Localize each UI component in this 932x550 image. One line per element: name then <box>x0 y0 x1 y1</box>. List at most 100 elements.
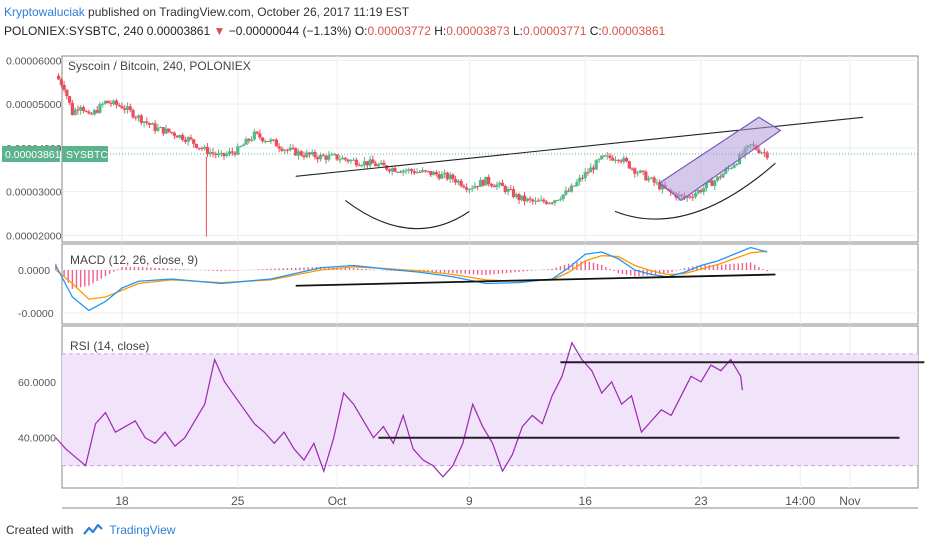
low-value: 0.00003771 <box>523 24 587 38</box>
candle-body <box>707 180 711 183</box>
candle-body <box>117 104 121 106</box>
candle-body <box>145 121 149 124</box>
candle-body <box>277 146 281 149</box>
candle-body <box>247 138 251 141</box>
candle-body <box>238 146 243 148</box>
rsi-y-tick: 60.0000 <box>18 377 56 389</box>
candle-body <box>608 155 612 158</box>
candle-body <box>68 96 72 103</box>
price-y-tick: 0.00003000 <box>6 187 62 199</box>
low-label: L: <box>513 24 524 38</box>
candle-body <box>495 184 499 188</box>
candle-body <box>227 151 232 155</box>
candle-body <box>269 139 273 142</box>
candle-body <box>95 110 99 113</box>
candle-body <box>73 109 77 115</box>
candle-body <box>517 194 521 201</box>
candle-body <box>489 183 494 186</box>
candle-body <box>65 89 69 97</box>
candle-body <box>484 176 488 186</box>
candle-body <box>263 141 267 143</box>
candle-body <box>580 177 585 179</box>
candle-body <box>591 167 596 170</box>
candle-body <box>696 189 700 194</box>
x-tick-label: 23 <box>694 494 708 508</box>
publish-info: published on TradingView.com, October 26… <box>88 5 410 19</box>
candle-body <box>280 148 284 151</box>
candle-body <box>602 155 607 157</box>
candle-body <box>509 188 513 190</box>
candle-body <box>285 149 290 151</box>
candle-body <box>415 171 419 174</box>
candle-body <box>357 165 361 167</box>
candle-body <box>564 190 568 195</box>
tradingview-logo-icon <box>83 523 104 535</box>
candle-body <box>363 161 367 166</box>
candle-body <box>429 171 433 176</box>
candle-body <box>136 115 141 118</box>
candle-body <box>192 139 196 144</box>
x-tick-label: 9 <box>466 494 473 508</box>
candle-body <box>194 143 199 148</box>
candle-body <box>175 135 179 138</box>
author-link[interactable]: Kryptowaluciak <box>4 5 85 19</box>
rsi-pane-title: RSI (14, close) <box>70 339 149 353</box>
candle-body <box>578 177 582 182</box>
candle-body <box>125 106 130 110</box>
candle-body <box>630 168 634 170</box>
tradingview-brand[interactable]: TradingView <box>109 523 176 537</box>
open-label: O: <box>354 24 368 38</box>
candle-body <box>387 169 392 172</box>
candle-body <box>349 159 353 162</box>
candle-body <box>167 128 171 132</box>
price-y-tick: 0.00005000 <box>6 99 62 111</box>
candle-body <box>374 163 378 167</box>
candle-body <box>500 182 505 187</box>
candle-body <box>467 189 471 191</box>
candle-body <box>291 147 295 149</box>
candle-body <box>181 134 185 140</box>
candle-body <box>409 169 414 172</box>
candle-body <box>241 144 245 147</box>
candle-body <box>296 151 301 156</box>
candle-body <box>644 171 648 181</box>
candle-body <box>352 159 356 161</box>
candle-body <box>338 159 342 161</box>
candle-body <box>704 182 709 188</box>
candle-body <box>713 180 717 186</box>
candle-body <box>197 147 201 149</box>
candle-body <box>249 139 254 141</box>
candle-body <box>283 149 287 151</box>
candle-body <box>203 146 207 149</box>
candle-body <box>569 185 574 192</box>
candle-body <box>572 185 576 187</box>
candle-body <box>302 155 306 158</box>
x-tick-label: 14:00 <box>785 494 815 508</box>
candle-body <box>335 154 339 160</box>
candle-body <box>732 165 736 168</box>
candle-body <box>426 170 430 172</box>
candle-body <box>189 137 193 140</box>
price-pane <box>61 55 919 243</box>
candle-body <box>735 163 739 166</box>
x-tick-label: 18 <box>115 494 129 508</box>
macd-y-tick: -0.0000 <box>18 308 54 320</box>
candle-body <box>407 169 411 171</box>
candle-body <box>558 199 562 201</box>
price-channel <box>658 116 782 202</box>
candle-body <box>611 157 615 161</box>
candle-body <box>520 195 524 201</box>
candle-body <box>81 107 85 111</box>
candle-body <box>211 152 215 154</box>
symbol-badge-text: SYSBTC <box>66 149 108 161</box>
candle-body <box>762 152 767 154</box>
x-tick-label: Oct <box>328 494 347 508</box>
candle-body <box>465 187 469 190</box>
candle-body <box>613 159 618 161</box>
candle-body <box>459 180 463 187</box>
change-arrow-icon: ▼ <box>213 24 226 38</box>
candle-body <box>368 159 372 166</box>
candle-body <box>437 174 441 179</box>
candle-body <box>310 152 314 155</box>
